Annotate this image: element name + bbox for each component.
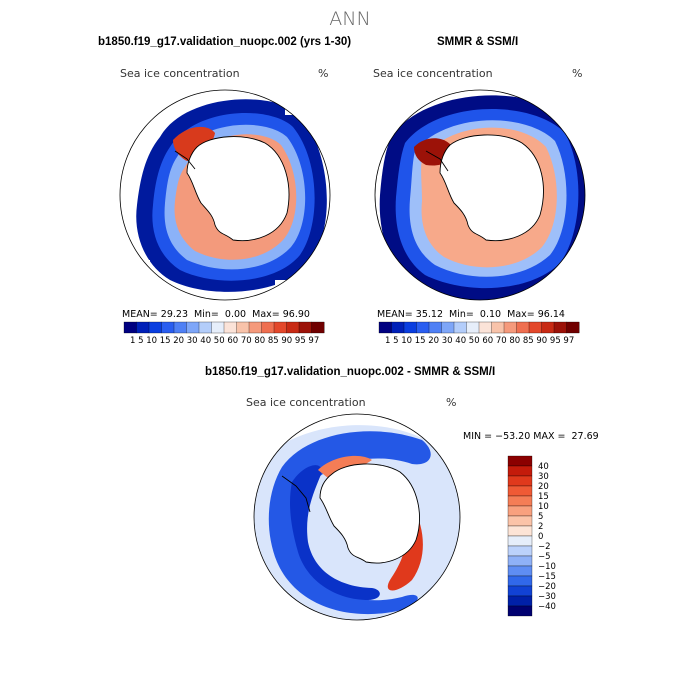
model-polar-map xyxy=(119,89,331,301)
diff-colorbar-segment xyxy=(507,545,533,557)
colorbar-segment xyxy=(478,321,492,334)
colorbar-segment xyxy=(403,321,417,334)
diff-colorbar-segment xyxy=(507,565,533,577)
diff-colorbar-label: 2 xyxy=(538,522,543,532)
colorbar-segment xyxy=(136,321,150,334)
model-ice-weddell xyxy=(173,126,215,161)
colorbar-segment xyxy=(428,321,442,334)
diff-colorbar-segment xyxy=(507,535,533,547)
diff-colorbar-segment xyxy=(507,495,533,507)
model-panel-title: b1850.f19_g17.validation_nuopc.002 (yrs … xyxy=(98,36,352,48)
diff-colorbar-segment xyxy=(507,505,533,517)
diff-colorbar-label: 0 xyxy=(538,532,543,542)
colorbar-segment xyxy=(261,321,275,334)
diff-colorbar-label: −10 xyxy=(538,562,556,572)
colorbar-segment xyxy=(528,321,542,334)
diff-colorbar-label: 20 xyxy=(538,482,549,492)
colorbar-segment xyxy=(378,321,392,334)
diff-range-text: MIN = −53.20 MAX = 27.69 xyxy=(463,431,599,442)
diff-colorbar-label: 30 xyxy=(538,472,549,482)
colorbar-segment xyxy=(236,321,250,334)
diff-colorbar-label: 40 xyxy=(538,462,549,472)
diff-colorbar-segment xyxy=(507,575,533,587)
diff-colorbar-segment xyxy=(507,525,533,537)
diff-colorbar-segment xyxy=(507,475,533,487)
colorbar-segment xyxy=(466,321,480,334)
diff-colorbar-segment xyxy=(507,595,533,607)
diff-variable-label: Sea ice concentration xyxy=(246,396,366,409)
colorbar-segment xyxy=(248,321,262,334)
diff-colorbar-label: −40 xyxy=(538,602,556,612)
diff-colorbar-segment xyxy=(507,485,533,497)
colorbar-segment xyxy=(123,321,137,334)
diff-colorbar-segment xyxy=(507,515,533,527)
model-antarctica xyxy=(186,136,290,242)
colorbar-segment xyxy=(223,321,237,334)
colorbar-segment xyxy=(491,321,505,334)
diff-antarctica xyxy=(319,463,420,564)
colorbar-segment xyxy=(453,321,467,334)
obs-variable-label: Sea ice concentration xyxy=(373,67,493,80)
diff-colorbar-label: 10 xyxy=(538,502,549,512)
diff-colorbar-label: −15 xyxy=(538,572,556,582)
diff-panel-title: b1850.f19_g17.validation_nuopc.002 - SMM… xyxy=(205,366,496,378)
obs-antarctica xyxy=(439,134,544,242)
model-map-boundary xyxy=(119,89,331,301)
model-statistics: MEAN= 29.23 Min= 0.00 Max= 96.90 xyxy=(122,309,310,320)
diff-colorbar-segment xyxy=(507,585,533,597)
diff-colorbar-label: −20 xyxy=(538,582,556,592)
diff-strong-negative xyxy=(290,465,380,600)
diff-colorbar-label: 5 xyxy=(538,512,543,522)
colorbar-segment xyxy=(516,321,530,334)
diff-colorbar-label: −2 xyxy=(538,542,551,552)
colorbar-segment xyxy=(173,321,187,334)
obs-colorbar-labels: 1 5 10 15 20 30 40 50 60 70 80 85 90 95 … xyxy=(385,336,575,346)
colorbar-segment xyxy=(416,321,430,334)
diff-colorbar-segment xyxy=(507,455,533,467)
model-colorbar xyxy=(123,321,325,334)
obs-colorbar xyxy=(378,321,580,334)
colorbar-segment xyxy=(211,321,225,334)
obs-map-boundary xyxy=(374,89,586,301)
colorbar-segment xyxy=(273,321,287,334)
colorbar-segment xyxy=(298,321,312,334)
diff-colorbar-label: 15 xyxy=(538,492,549,502)
colorbar-segment xyxy=(566,321,580,334)
diff-map-boundary xyxy=(253,413,461,621)
colorbar-segment xyxy=(541,321,555,334)
model-units-label: % xyxy=(318,67,329,80)
colorbar-segment xyxy=(441,321,455,334)
model-colorbar-labels: 1 5 10 15 20 30 40 50 60 70 80 85 90 95 … xyxy=(130,336,320,346)
obs-units-label: % xyxy=(572,67,583,80)
colorbar-segment xyxy=(503,321,517,334)
diff-colorbar-segment xyxy=(507,555,533,567)
obs-polar-map xyxy=(374,89,586,301)
colorbar-segment xyxy=(286,321,300,334)
colorbar-segment xyxy=(311,321,325,334)
colorbar-segment xyxy=(553,321,567,334)
colorbar-segment xyxy=(391,321,405,334)
obs-statistics: MEAN= 35.12 Min= 0.10 Max= 96.14 xyxy=(377,309,565,320)
diff-colorbar-segment xyxy=(507,465,533,477)
page-title: ANN xyxy=(329,8,371,30)
diff-polar-map xyxy=(253,413,461,621)
obs-panel-title: SMMR & SSM/I xyxy=(437,36,519,48)
diff-colorbar-label: −30 xyxy=(538,592,556,602)
model-variable-label: Sea ice concentration xyxy=(120,67,240,80)
colorbar-segment xyxy=(186,321,200,334)
diff-colorbar-label: −5 xyxy=(538,552,551,562)
diff-units-label: % xyxy=(446,396,457,409)
diff-colorbar-segment xyxy=(507,605,533,617)
colorbar-segment xyxy=(148,321,162,334)
colorbar-segment xyxy=(161,321,175,334)
colorbar-segment xyxy=(198,321,212,334)
